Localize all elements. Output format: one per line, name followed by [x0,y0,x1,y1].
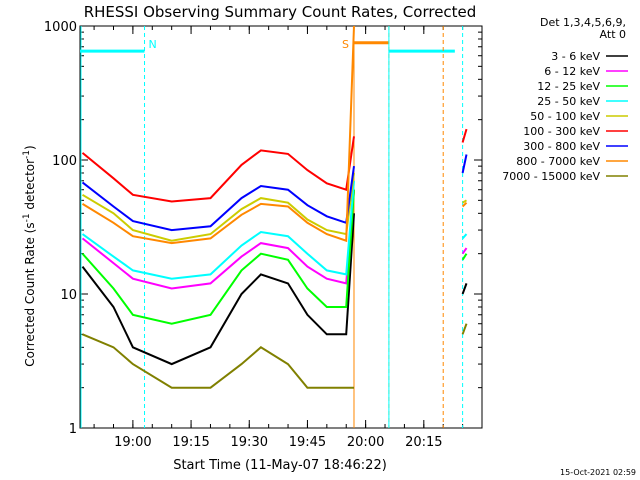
series-line [81,25,355,245]
series-line [81,189,355,325]
legend-label: 6 - 12 keV [544,65,600,78]
y-tick-label: 1000 [44,20,77,35]
series-line [81,213,355,366]
legend-label: 12 - 25 keV [537,80,600,93]
x-tick-label: 20:15 [405,435,442,450]
footer-timestamp: 15-Oct-2021 02:59 [560,468,636,477]
x-tick-label: 19:15 [172,435,209,450]
series-4 [81,172,468,242]
legend-header: Att 0 [600,28,626,41]
y-tick-label: 1 [69,422,77,437]
legend-header: Det 1,3,4,5,6,9, [540,16,626,29]
y-axis-label: Corrected Count Rate (s-1 detector-1) [22,145,37,366]
series-line [461,283,468,295]
legend-label: 50 - 100 keV [530,110,600,123]
legend-label: 800 - 7000 keV [516,155,600,168]
series-0 [81,213,468,366]
series-line [461,253,468,261]
y-tick-label: 10 [60,288,77,303]
flag-label: N [149,38,157,51]
x-tick-label: 20:00 [347,435,384,450]
series-8 [82,323,468,389]
plot-frame [79,25,483,429]
plot-area: 1 10 100 1000 19:00 19:15 19:30 19:45 20:00 20:15… [44,20,483,450]
series-line [81,136,355,203]
series-7 [81,25,468,245]
series-line [461,201,468,208]
x-tick-label: 19:30 [231,435,268,450]
legend-label: 100 - 300 keV [523,125,600,138]
legend-label: 3 - 6 keV [551,50,600,63]
series-line [461,233,468,240]
x-tick-label: 19:45 [289,435,326,450]
series-5 [81,128,468,203]
legend: Det 1,3,4,5,6,9,Att 03 - 6 keV 6 - 12 keV… [502,16,628,183]
series-line [82,333,354,389]
flag-label: S [342,38,349,51]
series-2 [81,189,468,325]
legend-label: 7000 - 15000 keV [502,170,600,183]
series-line [81,180,355,280]
series-6 [81,154,468,232]
series-line [461,247,468,255]
legend-label: 300 - 800 keV [523,140,600,153]
series-1 [81,189,468,290]
series-3 [81,180,468,280]
chart-title: RHESSI Observing Summary Count Rates, Co… [84,3,477,21]
legend-label: 25 - 50 keV [537,95,600,108]
y-tick-label: 100 [52,154,77,169]
series-line [81,165,355,232]
series-line [81,172,355,242]
series-line [461,323,468,335]
series-line [461,154,468,174]
series-line [81,189,355,290]
x-tick-label: 19:00 [114,435,151,450]
series-line [461,128,468,143]
x-axis-label: Start Time (11-May-07 18:46:22) [173,458,387,473]
series-line [462,199,468,204]
